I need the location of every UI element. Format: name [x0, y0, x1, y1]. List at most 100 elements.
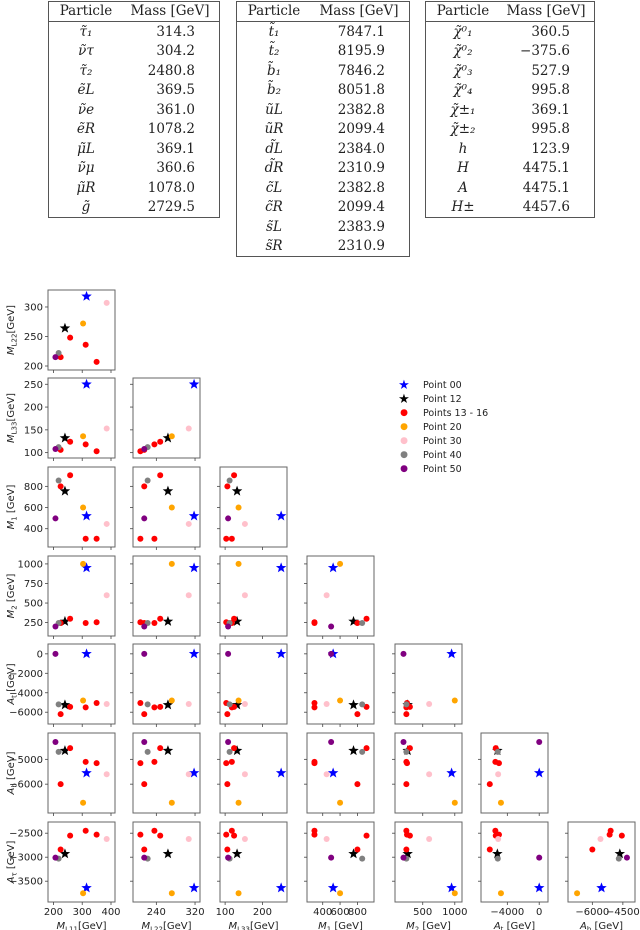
- particle-name: b̃₁: [266, 62, 282, 79]
- legend-label: Points 13 - 16: [423, 407, 489, 419]
- particle-name: s̃L: [266, 218, 282, 235]
- scatter-panel-ML22-vs-ML33: [130, 377, 201, 461]
- particle-mass: 2310.9: [337, 160, 385, 177]
- particle-name: c̃L: [265, 179, 283, 196]
- table-body: t̃₁ 7847.1 t̃₂ 8195.9 b̃₁ 7846.2 b̃₂ 8051.8 ũL 23…: [237, 22, 409, 256]
- star-marker-icon: ★: [398, 377, 410, 393]
- particle-mass: 369.1: [156, 140, 195, 157]
- particle-name: ν̃μ: [77, 160, 95, 177]
- legend-label: Point 50: [423, 463, 462, 475]
- particle-name: ν̃e: [77, 101, 95, 118]
- table-row: s̃L 2383.9: [237, 217, 409, 237]
- dot-marker-icon: ●: [400, 422, 408, 432]
- header-mass: Mass [GeV]: [319, 3, 399, 19]
- particle-name: ν̃τ: [78, 43, 94, 60]
- particle-name: b̃₂: [266, 82, 282, 99]
- particle-name: c̃R: [265, 199, 283, 216]
- table-row: d̃L 2384.0: [237, 139, 409, 159]
- svg-text:800: 800: [24, 482, 43, 493]
- svg-text:150: 150: [24, 425, 43, 436]
- svg-text:Ab [GeV]: Ab [GeV]: [579, 921, 623, 930]
- header-particle: Particle: [436, 3, 490, 19]
- scatter-panel-M1-vs-M2: [304, 555, 375, 639]
- scatter-panel-ML22-vs-At: [130, 643, 201, 727]
- table-row: χ̃±₁ 369.1: [426, 100, 594, 120]
- header-mass: Mass [GeV]: [130, 3, 210, 19]
- svg-text:−4000: −4000: [9, 688, 43, 699]
- table-body: τ̃₁ 314.3 ν̃τ 304.2 τ̃₂ 2480.8 ẽL 369.5 ν̃e 361.0…: [49, 22, 219, 217]
- scatter-panel-ML11-vs-ML33: 100 150 200 250 ML33[GeV]: [6, 377, 116, 461]
- scatter-panel-ML11-vs-M1: 400 600 800 M1 [GeV]: [6, 466, 116, 550]
- legend-item: ★ Point 00: [395, 377, 488, 393]
- table-body: χ̃⁰₁ 360.5 χ̃⁰₂ −375.6 χ̃⁰₃ 527.9 χ̃⁰₄ 995.8 χ̃±…: [426, 22, 594, 217]
- legend-item: ● Point 30: [395, 434, 488, 448]
- svg-text:600: 600: [24, 503, 43, 514]
- particle-mass: 360.5: [531, 23, 570, 40]
- table-row: ũR 2099.4: [237, 120, 409, 140]
- svg-text:M1 [GeV]: M1 [GeV]: [6, 484, 19, 529]
- svg-text:1000: 1000: [442, 907, 467, 918]
- table-row: ν̃e 361.0: [49, 100, 219, 120]
- dot-marker-icon: ●: [400, 464, 408, 474]
- scatter-panel-ML11-vs-At: −6000 −4000 −2000 0 At [GeV]: [6, 643, 116, 727]
- legend-label: Point 20: [423, 421, 462, 433]
- scatter-panel-M2-vs-Atau: 500 1000 M2 [GeV]: [392, 821, 468, 930]
- svg-text:300: 300: [73, 907, 92, 918]
- particle-name: χ̃±₁: [450, 101, 476, 118]
- svg-text:800: 800: [348, 907, 367, 918]
- scatter-panel-ML33-vs-M1: [217, 466, 288, 550]
- particle-mass: 314.3: [156, 23, 195, 40]
- particle-mass: 4475.1: [522, 160, 570, 177]
- svg-text:200: 200: [44, 907, 63, 918]
- svg-text:1000: 1000: [18, 559, 43, 570]
- svg-text:ML33[GeV]: ML33[GeV]: [229, 921, 279, 930]
- scatter-panel-ML11-vs-Atau: 200 300 400 −3500 −3000 −2500 ML11[GeV] Aτ [GeV…: [6, 821, 121, 930]
- table-row: χ̃⁰₂ −375.6: [426, 42, 594, 62]
- particle-name: ũL: [265, 101, 283, 118]
- table-row: ν̃μ 360.6: [49, 159, 219, 179]
- table-row: b̃₂ 8051.8: [237, 81, 409, 101]
- particle-mass: 2384.0: [337, 140, 385, 157]
- particle-mass: −375.6: [520, 43, 570, 60]
- particle-name: A: [458, 179, 468, 196]
- svg-text:750: 750: [24, 579, 43, 590]
- table-row: H 4475.1: [426, 159, 594, 179]
- star-marker-icon: ★: [398, 391, 410, 407]
- table-row: ũL 2382.8: [237, 100, 409, 120]
- svg-text:200: 200: [253, 907, 272, 918]
- particle-mass: 4475.1: [522, 179, 570, 196]
- particle-name: d̃R: [264, 160, 284, 177]
- legend-label: Point 00: [423, 379, 462, 391]
- header-particle: Particle: [247, 3, 301, 19]
- svg-text:−2500: −2500: [9, 829, 43, 840]
- scatter-panel-At-vs-Atau: −4000 0At [GeV]: [478, 821, 549, 930]
- dot-marker-icon: ●: [400, 450, 408, 460]
- svg-text:500: 500: [413, 907, 432, 918]
- scatter-panel-M1-vs-Ab: [304, 732, 375, 816]
- table-row: χ̃⁰₄ 995.8: [426, 81, 594, 101]
- particle-mass: 361.0: [156, 101, 195, 118]
- table-row: μ̃R 1078.0: [49, 178, 219, 198]
- legend-item: ● Point 20: [395, 420, 488, 434]
- svg-text:−5000: −5000: [9, 755, 43, 766]
- particle-name: ũR: [264, 121, 284, 138]
- particle-mass: 304.2: [156, 43, 195, 60]
- scatter-panel-ML33-vs-M2: [217, 555, 288, 639]
- svg-text:Ab [GeV]: Ab [GeV]: [6, 751, 19, 795]
- table-row: h 123.9: [426, 139, 594, 159]
- svg-text:600: 600: [331, 907, 350, 918]
- particle-name: t̃₂: [268, 43, 280, 60]
- particle-name: τ̃₂: [79, 62, 93, 79]
- svg-text:400: 400: [313, 907, 332, 918]
- table-row: χ̃⁰₁ 360.5: [426, 22, 594, 42]
- mass-table-squarks: Particle Mass [GeV] t̃₁ 7847.1 t̃₂ 8195.9 b̃…: [236, 1, 410, 257]
- particle-name: χ̃±₂: [450, 121, 476, 138]
- svg-text:ML11[GeV]: ML11[GeV]: [57, 921, 107, 930]
- particle-name: χ̃⁰₂: [453, 43, 473, 60]
- svg-text:At [GeV]: At [GeV]: [6, 663, 19, 705]
- table-row: τ̃₁ 314.3: [49, 22, 219, 42]
- particle-name: H±: [451, 199, 475, 216]
- table-header: Particle Mass [GeV]: [426, 2, 594, 22]
- svg-text:−6000: −6000: [575, 907, 609, 918]
